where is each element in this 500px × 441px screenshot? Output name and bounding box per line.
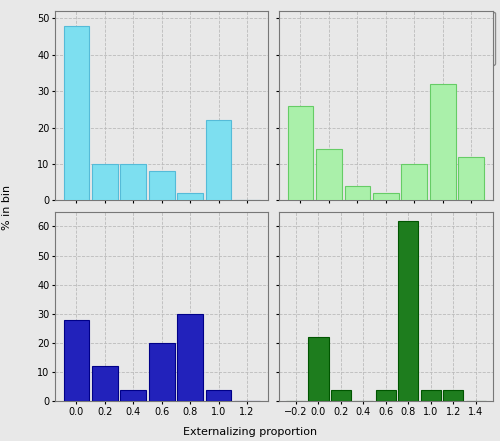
- Text: % in bin: % in bin: [2, 185, 12, 230]
- Bar: [420, 390, 441, 401]
- Bar: [430, 84, 456, 201]
- Bar: [373, 193, 398, 201]
- Bar: [344, 186, 370, 201]
- Bar: [92, 164, 118, 201]
- Bar: [64, 320, 89, 401]
- Bar: [331, 390, 351, 401]
- Bar: [376, 390, 396, 401]
- Bar: [92, 366, 118, 401]
- Bar: [398, 220, 418, 401]
- Bar: [316, 149, 342, 201]
- Bar: [402, 164, 427, 201]
- Bar: [443, 390, 464, 401]
- Bar: [120, 164, 146, 201]
- Bar: [178, 193, 203, 201]
- Bar: [206, 120, 232, 201]
- Bar: [206, 390, 232, 401]
- Bar: [308, 337, 328, 401]
- Bar: [458, 157, 484, 201]
- Legend: No interruption, 1 target, No interruption, 3 targets, Interruption, 1 target, I: No interruption, 1 target, No interrupti…: [360, 11, 494, 65]
- Bar: [288, 106, 313, 201]
- Bar: [120, 390, 146, 401]
- Bar: [64, 26, 89, 201]
- Text: Externalizing proportion: Externalizing proportion: [183, 426, 317, 437]
- Bar: [178, 314, 203, 401]
- Bar: [149, 172, 174, 201]
- Bar: [149, 343, 174, 401]
